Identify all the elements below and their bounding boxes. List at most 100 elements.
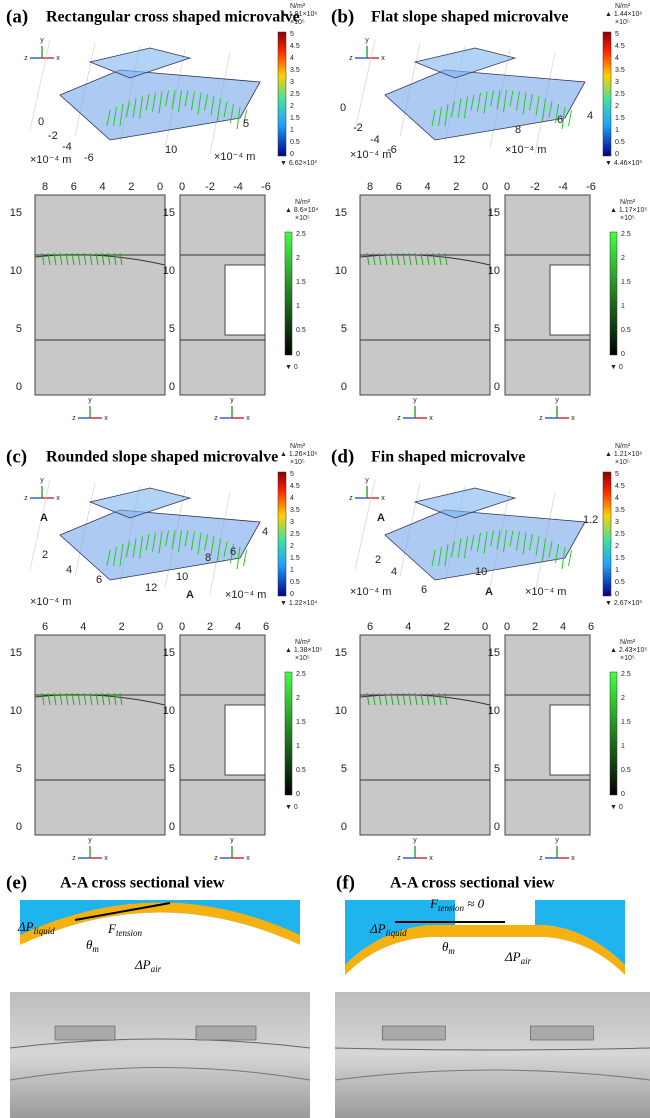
y-tick-label: 15 <box>335 647 347 659</box>
colorbar-exp: ×10⁵ <box>620 215 635 222</box>
x-tick-label: 0 <box>504 181 510 193</box>
colorbar-exp: ×10⁵ <box>615 459 630 466</box>
triad-label: z <box>214 415 218 422</box>
y-tick-label: 5 <box>341 763 347 775</box>
x-tick-label: 2 <box>128 181 134 193</box>
axis-3d-label: A <box>186 589 194 601</box>
y-tick-label: 5 <box>169 763 175 775</box>
colorbar-tick: 0 <box>615 151 619 158</box>
x-tick-label: -6 <box>586 181 596 193</box>
y-tick-label: 5 <box>494 763 500 775</box>
colorbar-3d <box>603 32 611 156</box>
colorbar-tick: 2.5 <box>296 231 306 238</box>
panel-title: Fin shaped microvalve <box>371 449 525 466</box>
x-tick-label: 4 <box>80 621 86 633</box>
axis-3d-label: 1.2 <box>583 514 598 526</box>
axis-3d-label: 5 <box>243 118 249 130</box>
axis-3d-label: ×10⁻⁴ m <box>350 586 391 598</box>
panel-label: (b) <box>331 6 354 27</box>
y-tick-label: 0 <box>494 821 500 833</box>
colorbar-tick: 3 <box>615 519 619 526</box>
colorbar-tick: 0.5 <box>621 767 631 774</box>
colorbar-tick: 0.5 <box>621 327 631 334</box>
axis-3d-label: A <box>377 512 385 524</box>
x-tick-label: -2 <box>205 181 215 193</box>
triad-label: z <box>539 855 543 862</box>
colorbar-unit: N/m² <box>290 3 306 10</box>
triad-label: y <box>230 837 234 844</box>
colorbar-tick: 2.5 <box>621 231 631 238</box>
y-tick-label: 0 <box>341 821 347 833</box>
colorbar-tick: 1 <box>621 303 625 310</box>
x-tick-label: 0 <box>157 181 163 193</box>
axis-3d-label: -6 <box>84 152 94 164</box>
x-tick-label: 2 <box>444 621 450 633</box>
axis-3d-label: 6 <box>421 584 427 596</box>
colorbar-max: ▲ 1.26×10⁶ <box>280 451 317 458</box>
panel-title: Rectangular cross shaped microvalve <box>46 9 300 26</box>
colorbar-2d <box>610 672 617 795</box>
y-tick-label: 5 <box>494 323 500 335</box>
x-tick-label: 2 <box>119 621 125 633</box>
axis-3d-label: 4 <box>391 566 397 578</box>
colorbar-tick: 1.5 <box>290 115 300 122</box>
triad-label: z <box>72 415 76 422</box>
force-arrow <box>244 550 247 566</box>
y-tick-label: 0 <box>16 381 22 393</box>
colorbar-tick: 3.5 <box>290 507 300 514</box>
colorbar-tick: 2.5 <box>621 671 631 678</box>
y-tick-label: 0 <box>341 381 347 393</box>
triad-label: y <box>413 837 417 844</box>
triad-label: x <box>246 415 250 422</box>
valve-top <box>90 48 190 78</box>
section-left <box>360 195 490 395</box>
triad-label: x <box>56 55 60 62</box>
grid-3d <box>355 480 375 570</box>
force-arrow <box>569 550 572 566</box>
axis-3d-label: 6 <box>96 574 102 586</box>
colorbar-tick: 0 <box>615 591 619 598</box>
colorbar-tick: 3.5 <box>615 67 625 74</box>
annotation-sub: tension <box>438 903 464 913</box>
colorbar-tick: 1.5 <box>615 555 625 562</box>
triad-label: y <box>40 477 44 484</box>
colorbar-tick: 0 <box>296 351 300 358</box>
section-left <box>360 635 490 835</box>
y-tick-label: 5 <box>16 323 22 335</box>
y-tick-label: 0 <box>494 381 500 393</box>
photo-block <box>382 1026 445 1040</box>
colorbar-tick: 4 <box>615 55 619 62</box>
colorbar-tick: 1 <box>621 743 625 750</box>
colorbar-tick: 0 <box>621 791 625 798</box>
triad-label: x <box>429 415 433 422</box>
axis-3d-label: 4 <box>262 526 268 538</box>
x-tick-label: 8 <box>367 181 373 193</box>
colorbar-tick: 2.5 <box>290 91 300 98</box>
colorbar-tick: 4 <box>290 495 294 502</box>
colorbar-tick: 2.5 <box>615 531 625 538</box>
triad-label: y <box>40 37 44 44</box>
force-arrow <box>569 110 572 126</box>
photo-block <box>530 1026 593 1040</box>
colorbar-tick: 0 <box>290 151 294 158</box>
y-tick-label: 10 <box>10 265 22 277</box>
colorbar-max: ▲ 1.17×10⁵ <box>610 207 647 214</box>
colorbar-tick: 2.5 <box>296 671 306 678</box>
x-tick-label: 0 <box>157 621 163 633</box>
triad-label: x <box>56 495 60 502</box>
x-tick-label: 6 <box>367 621 373 633</box>
colorbar-unit: N/m² <box>615 443 631 450</box>
axis-3d-label: 12 <box>453 154 465 166</box>
annotation-base: ΔP <box>134 957 151 972</box>
x-tick-label: 6 <box>71 181 77 193</box>
colorbar-max: ▲ 8.6×10⁴ <box>285 207 319 214</box>
y-tick-label: 5 <box>16 763 22 775</box>
colorbar-tick: 2 <box>621 695 625 702</box>
annotation-base: ΔP <box>504 949 521 964</box>
colorbar-exp: ×10⁵ <box>295 215 310 222</box>
colorbar-max: ▲ 1.44×10⁶ <box>605 11 642 18</box>
colorbar-tick: 1.5 <box>296 279 306 286</box>
colorbar-exp: ×10⁵ <box>620 655 635 662</box>
x-tick-label: 0 <box>179 181 185 193</box>
colorbar-tick: 5 <box>290 471 294 478</box>
